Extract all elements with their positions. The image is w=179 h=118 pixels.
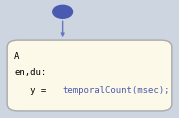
Text: en,du:: en,du:: [14, 68, 47, 77]
Text: A: A: [14, 52, 20, 61]
FancyBboxPatch shape: [7, 40, 172, 111]
Circle shape: [53, 5, 72, 18]
Text: temporalCount(msec);: temporalCount(msec);: [63, 86, 170, 95]
Text: y =: y =: [14, 86, 52, 95]
